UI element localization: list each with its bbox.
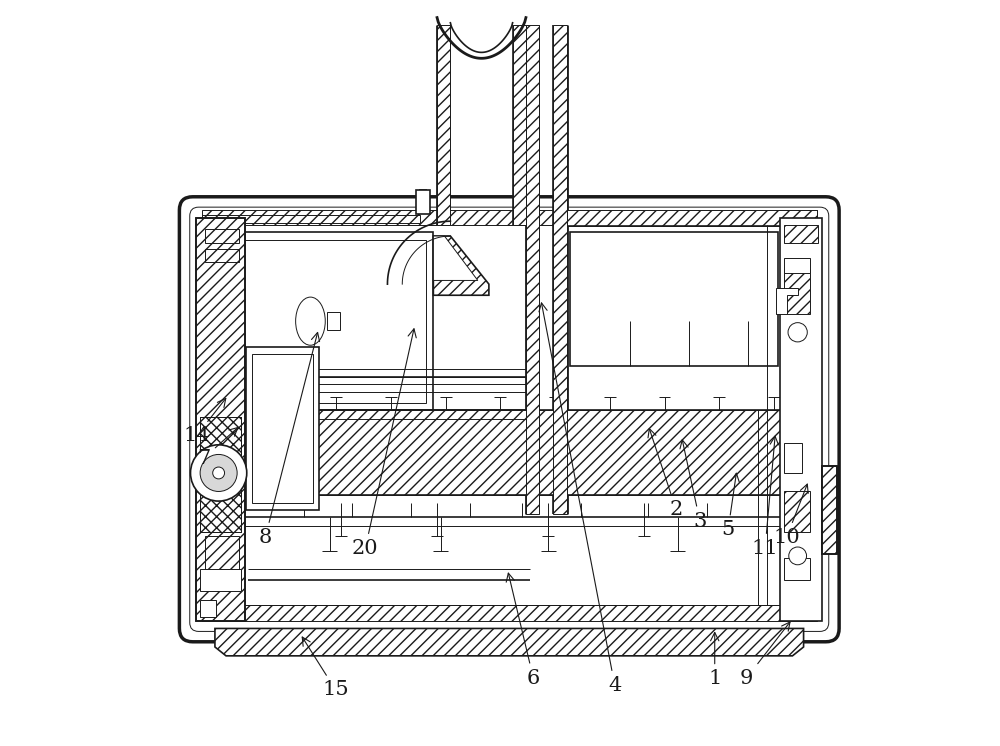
Text: 10: 10 [773,484,808,547]
Text: 5: 5 [721,473,739,539]
Text: 20: 20 [352,329,416,558]
Circle shape [789,547,807,565]
Text: 15: 15 [302,637,349,700]
Ellipse shape [296,297,325,345]
Bar [205,248,239,262]
Polygon shape [433,236,478,280]
Bar [784,443,802,473]
Text: 6: 6 [506,573,540,688]
Bar [246,347,319,510]
Bar [784,558,810,580]
Bar [205,536,239,569]
Text: 9: 9 [740,622,790,688]
Bar [513,25,526,225]
Bar [822,466,837,554]
Bar [822,466,837,554]
Bar [200,601,216,617]
Bar [205,228,239,243]
Bar [202,210,817,225]
Bar [570,232,778,366]
Bar [437,25,450,225]
Text: 7: 7 [197,427,238,468]
Bar [200,418,241,532]
Text: 4: 4 [539,303,621,695]
FancyBboxPatch shape [190,207,829,631]
Bar [784,225,818,243]
Bar [784,492,810,532]
Text: 8: 8 [259,333,320,547]
Bar [200,569,241,592]
Text: 14: 14 [183,398,226,445]
Bar [252,354,313,503]
Circle shape [788,323,807,342]
Text: 3: 3 [680,440,707,530]
Bar [567,210,817,226]
Bar [784,269,810,314]
Bar [252,410,781,495]
Bar [196,218,245,621]
Bar [200,418,241,532]
Bar [196,218,245,621]
Circle shape [213,467,225,479]
Text: 2: 2 [648,429,683,519]
Circle shape [200,454,237,492]
Bar [784,269,810,314]
Bar [232,239,426,403]
Bar [202,605,817,621]
Bar [784,258,810,273]
Bar [784,492,810,532]
Circle shape [190,445,247,501]
Bar [526,25,539,514]
Text: 1: 1 [708,633,721,689]
Text: 11: 11 [752,436,778,558]
Bar [780,218,822,621]
Polygon shape [215,628,804,656]
Bar [416,190,430,214]
Bar [202,215,420,224]
Bar [327,312,340,330]
FancyBboxPatch shape [179,197,839,642]
Polygon shape [776,288,798,314]
Bar [553,25,567,514]
Bar [225,232,433,410]
Polygon shape [433,236,489,295]
